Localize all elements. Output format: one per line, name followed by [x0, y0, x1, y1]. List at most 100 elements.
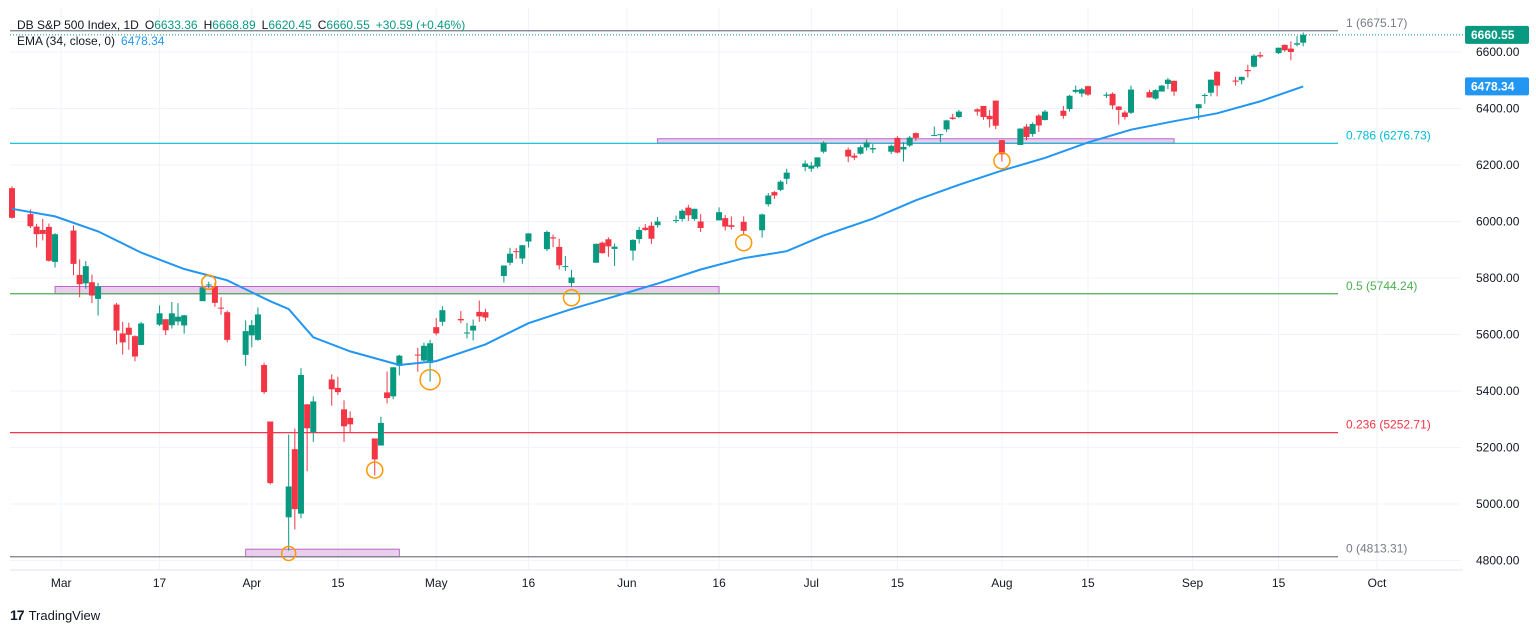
candle-body [507, 253, 514, 263]
highlight-marker [993, 152, 1011, 170]
candle-body [543, 231, 550, 250]
candle-body [396, 355, 403, 366]
candle-body [52, 234, 59, 262]
candle-body [119, 333, 126, 343]
candle-body [1072, 89, 1079, 92]
price-tag-label: 6478.34 [1471, 79, 1515, 93]
candle-body [765, 195, 772, 205]
candle-body [636, 229, 643, 240]
candle-body [1035, 115, 1042, 126]
candle-body [1029, 124, 1036, 134]
candle-body [39, 229, 46, 234]
ema-legend[interactable]: EMA (34, close, 0) 6478.34 [17, 33, 465, 49]
x-tick-label: Oct [1368, 576, 1387, 590]
candle-body [998, 140, 1005, 155]
candle-body [1257, 55, 1264, 57]
candle-body [1232, 80, 1239, 82]
candle-body [384, 392, 391, 399]
candle-body [808, 165, 815, 169]
candle-body [33, 226, 40, 235]
candle-body [482, 312, 489, 318]
candle-body [1146, 92, 1153, 98]
y-tick-label: 6600.00 [1476, 45, 1520, 59]
candle-body [439, 310, 446, 322]
candle-body [912, 133, 919, 138]
chart-legend: DB S&P 500 Index, 1D O6633.36 H6668.89 L662… [17, 17, 465, 49]
candle-body [310, 401, 317, 432]
fib-label-0.236: 0.236 (5252.71) [1346, 418, 1431, 432]
candle-body [131, 336, 138, 357]
time-axis[interactable]: Mar 17 Apr 15 May 16 Jun 16 Jul 15 Aug 15 Sep 15 Oct [10, 569, 1463, 590]
highlight-marker [419, 368, 441, 391]
candle-body [205, 284, 212, 286]
high-value: 6668.89 [212, 18, 256, 32]
candle-body [1152, 90, 1159, 99]
high-label: H [203, 18, 213, 32]
candle-body [568, 277, 575, 284]
tradingview-brand[interactable]: 17 TradingView [10, 607, 100, 623]
candle-body [328, 379, 335, 390]
candle-body [1300, 34, 1307, 43]
candle-body [76, 274, 83, 285]
candle-body [1171, 80, 1178, 92]
candle-body [937, 134, 944, 136]
candle-body [45, 226, 52, 261]
candle-body [414, 354, 421, 356]
candle-body [500, 265, 507, 277]
highlight-marker [366, 461, 384, 479]
x-tick-label: Jun [617, 576, 636, 590]
x-tick-label: Aug [991, 576, 1012, 590]
candle-body [267, 421, 274, 484]
candle-body [347, 417, 354, 425]
candle-body [949, 117, 956, 119]
candle-body [1195, 104, 1202, 109]
candle-body [955, 111, 962, 117]
candle-body [162, 319, 169, 331]
low-label: L [261, 18, 269, 32]
candle-body [1066, 95, 1073, 110]
candle-body [974, 109, 981, 112]
candle-body [261, 365, 268, 393]
ema-value: 6478.34 [121, 34, 165, 48]
candle-body [550, 237, 557, 239]
y-tick-label: 5200.00 [1476, 441, 1520, 455]
candle-body [463, 332, 470, 334]
candle-body [611, 246, 618, 249]
highlight-marker [201, 274, 217, 290]
y-tick-label: 6400.00 [1476, 102, 1520, 116]
fibonacci-levels: 1 (6675.17) 0.786 (6276.73) 0.5 (5744.24) 0… [10, 16, 1431, 558]
ema-label: EMA (34, close, 0) [17, 34, 116, 48]
candle-body [297, 374, 304, 514]
highlight-marker [280, 545, 297, 562]
candle-body [648, 225, 655, 239]
candle-body [629, 239, 636, 251]
candle-body [888, 145, 895, 152]
x-tick-label: Apr [242, 576, 261, 590]
candle-body [470, 325, 477, 331]
candle-body [845, 149, 852, 157]
fib-label-0.5: 0.5 (5744.24) [1346, 279, 1417, 293]
candle-body [599, 242, 606, 254]
candle-body [1121, 112, 1128, 117]
highlight-markers [201, 152, 1011, 562]
candle-body [199, 287, 206, 302]
candle-body [863, 142, 870, 148]
candle-body [605, 239, 612, 247]
candle-body [1238, 76, 1245, 81]
candle-body [1294, 43, 1301, 45]
y-tick-label: 6200.00 [1476, 158, 1520, 172]
price-axis[interactable]: 4800.00 5000.00 5200.00 5400.00 5600.00 5800.… [1476, 45, 1520, 568]
candle-body [562, 266, 569, 268]
candle-body [722, 218, 729, 227]
candle-body [986, 115, 993, 120]
x-tick-label: 16 [712, 576, 726, 590]
candle-body [254, 314, 261, 340]
price-tag-label: 6660.55 [1471, 28, 1515, 42]
close-value: 6660.55 [326, 18, 370, 32]
candle-body [433, 327, 440, 334]
symbol-name[interactable]: DB S&P 500 Index, 1D [17, 18, 139, 32]
x-tick-label: Mar [51, 576, 72, 590]
y-tick-label: 6000.00 [1476, 215, 1520, 229]
candle-body [1060, 110, 1067, 116]
